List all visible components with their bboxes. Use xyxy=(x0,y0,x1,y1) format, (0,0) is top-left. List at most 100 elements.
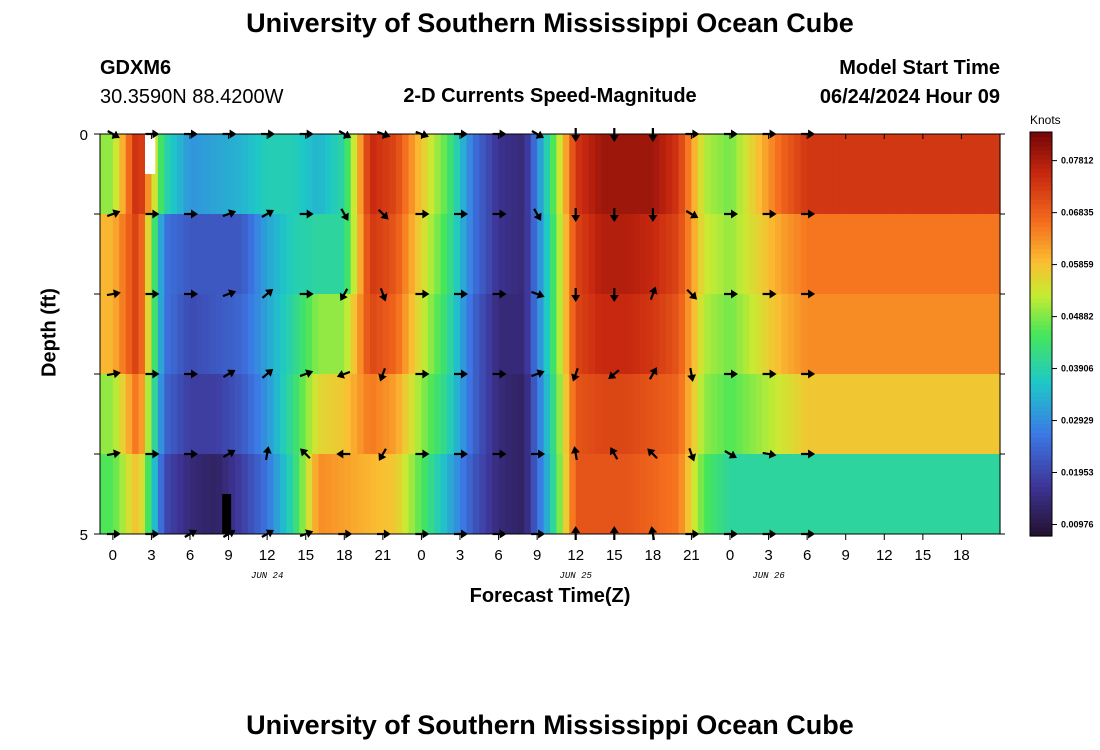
heatmap-cell xyxy=(832,294,840,374)
heatmap-cell xyxy=(569,134,577,214)
heatmap-cell xyxy=(832,134,840,214)
heatmap-cell xyxy=(408,454,416,534)
model-start-time: 06/24/2024 Hour 09 xyxy=(819,86,1000,108)
heatmap-cell xyxy=(807,214,815,294)
colorbar-segment xyxy=(1030,423,1052,429)
heatmap-cell xyxy=(415,454,423,534)
heatmap-cell xyxy=(363,134,371,214)
heatmap-cell xyxy=(691,214,699,294)
heatmap-cell xyxy=(190,454,198,534)
heatmap-cell xyxy=(595,374,603,454)
heatmap-cell xyxy=(106,294,114,374)
heatmap-cell xyxy=(318,454,326,534)
heatmap-cell xyxy=(517,294,525,374)
heatmap-cell xyxy=(196,374,204,454)
heatmap-cell xyxy=(942,134,950,214)
heatmap-cell xyxy=(247,294,255,374)
heatmap-cell xyxy=(794,134,802,214)
heatmap-cell xyxy=(479,294,487,374)
heatmap-cell xyxy=(273,294,281,374)
arrow-head xyxy=(461,449,468,459)
colorbar-segment xyxy=(1030,145,1052,151)
heatmap-cell xyxy=(922,214,930,294)
colorbar-segment xyxy=(1030,513,1052,519)
current-vector-arrow xyxy=(106,209,121,218)
heatmap-cell xyxy=(408,134,416,214)
heatmap-cell xyxy=(980,374,988,454)
heatmap-cell xyxy=(916,134,924,214)
heatmap-cell xyxy=(685,134,693,214)
x-date-label: JUN 25 xyxy=(560,571,593,581)
heatmap-cell xyxy=(370,134,378,214)
heatmap-cell xyxy=(344,454,352,534)
arrow-head xyxy=(499,449,507,459)
heatmap-cell xyxy=(916,214,924,294)
heatmap-cell xyxy=(344,214,352,294)
heatmap-cell xyxy=(440,214,448,294)
heatmap-cell xyxy=(877,294,885,374)
current-vector-arrow xyxy=(762,289,777,299)
heatmap-cell xyxy=(935,214,943,294)
arrow-head xyxy=(264,368,274,377)
heatmap-cell xyxy=(646,294,654,374)
heatmap-cell xyxy=(164,294,172,374)
heatmap-cell xyxy=(421,374,429,454)
heatmap-cell xyxy=(344,294,352,374)
heatmap-cell xyxy=(942,374,950,454)
colorbar-segment xyxy=(1030,167,1052,173)
heatmap-cell xyxy=(357,134,365,214)
current-vector-arrow xyxy=(106,449,121,459)
heatmap-cell xyxy=(492,134,500,214)
heatmap-cell xyxy=(556,374,564,454)
colorbar-segment xyxy=(1030,275,1052,281)
heatmap-cell xyxy=(132,134,140,214)
heatmap-cell xyxy=(820,134,828,214)
heatmap-cell xyxy=(755,374,763,454)
colorbar-segment xyxy=(1030,410,1052,416)
heatmap-cell xyxy=(723,214,731,294)
current-vector-arrow xyxy=(533,208,542,221)
heatmap-cell xyxy=(402,454,410,534)
colorbar-tick-label: 0.01953 xyxy=(1061,467,1094,477)
heatmap-cell xyxy=(755,134,763,214)
arrow-head xyxy=(112,209,121,218)
heatmap-cell xyxy=(479,454,487,534)
heatmap-cell xyxy=(807,454,815,534)
heatmap-cell xyxy=(980,294,988,374)
heatmap-cell xyxy=(845,454,853,534)
heatmap-cell xyxy=(524,214,532,294)
heatmap-cell xyxy=(948,214,956,294)
colorbar-segment xyxy=(1030,504,1052,510)
heatmap-cell xyxy=(530,294,538,374)
heatmap-cell xyxy=(273,454,281,534)
heatmap-cell xyxy=(312,134,320,214)
heatmap-cell xyxy=(453,134,461,214)
heatmap-cell xyxy=(260,214,268,294)
heatmap-cell xyxy=(157,214,165,294)
heatmap-cell xyxy=(865,454,873,534)
current-vector-arrow xyxy=(336,370,351,379)
heatmap-cell xyxy=(858,134,866,214)
heatmap-cell xyxy=(325,214,333,294)
heatmap-cell xyxy=(106,374,114,454)
heatmap-cell xyxy=(460,294,468,374)
arrow-head xyxy=(647,448,656,457)
heatmap-cell xyxy=(292,294,300,374)
x-tick-label: 9 xyxy=(224,547,232,564)
heatmap-cell xyxy=(215,294,223,374)
heatmap-cell xyxy=(228,294,236,374)
heatmap-cell xyxy=(485,214,493,294)
current-vector-arrow xyxy=(339,288,349,301)
arrow-head xyxy=(152,209,160,219)
chart-title: 2-D Currents Speed-Magnitude xyxy=(403,85,697,107)
heatmap-cell xyxy=(672,214,680,294)
colorbar-segment xyxy=(1030,158,1052,165)
heatmap-cell xyxy=(312,294,320,374)
heatmap-cell xyxy=(710,454,718,534)
heatmap-cell xyxy=(588,214,596,294)
heatmap-cell xyxy=(331,374,339,454)
current-vector-arrow xyxy=(609,288,619,302)
heatmap-cell xyxy=(376,294,384,374)
arrow-head xyxy=(731,369,738,379)
heatmap-cell xyxy=(813,134,821,214)
